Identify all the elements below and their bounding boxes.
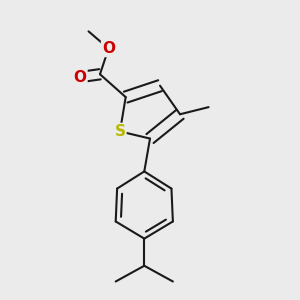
Text: O: O (74, 70, 86, 85)
Text: O: O (102, 41, 115, 56)
Text: S: S (115, 124, 125, 139)
